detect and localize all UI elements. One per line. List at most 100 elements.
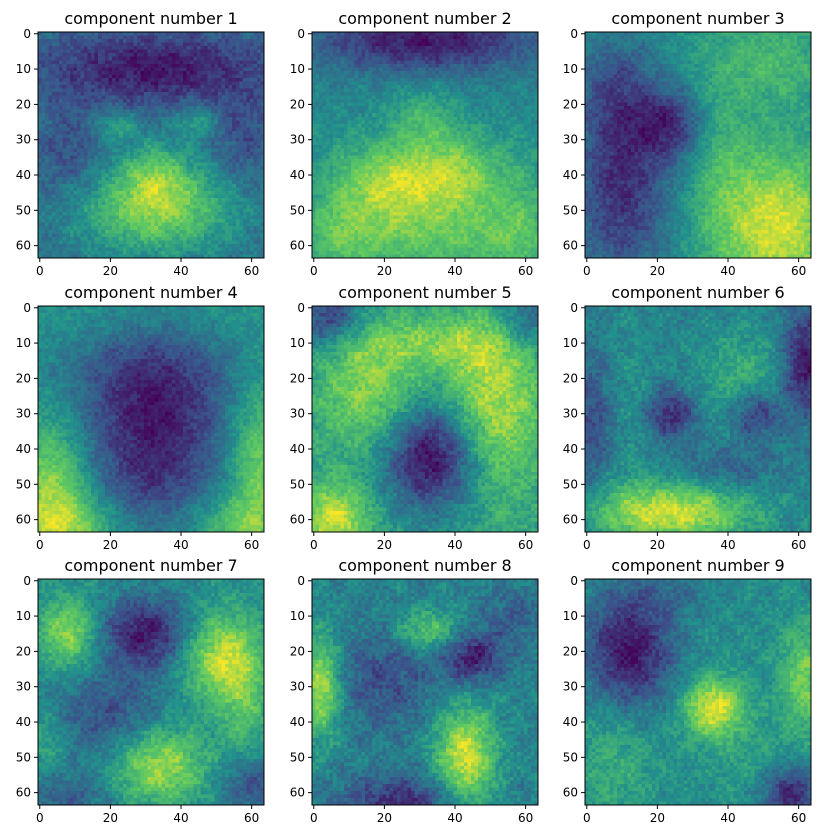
x-tick-label: 0	[36, 264, 44, 278]
x-tick-label: 0	[310, 538, 318, 552]
x-tick-label: 20	[377, 538, 392, 552]
y-tick-label: 30	[563, 407, 578, 421]
y-tick-label: 50	[563, 203, 578, 217]
y-tick-label: 50	[563, 477, 578, 491]
y-tick-label: 50	[290, 477, 305, 491]
x-tick-label: 40	[173, 811, 188, 825]
y-tick-label: 20	[563, 97, 578, 111]
y-tick-label: 40	[16, 715, 31, 729]
y-tick-label: 0	[570, 574, 578, 588]
panel-7: component number 7 0 20 40 60 0 10 20 30 40 50 60	[16, 556, 265, 825]
panel-2: component number 2 0 20 40 60 0 10 20 30 40 50 60	[290, 9, 539, 278]
y-tick-label: 10	[16, 336, 31, 350]
x-tick-label: 40	[720, 811, 735, 825]
y-tick-label: 30	[16, 680, 31, 694]
x-tick-label: 40	[720, 538, 735, 552]
x-tick-label: 20	[103, 811, 118, 825]
y-tick-label: 20	[16, 371, 31, 385]
y-tick-label: 20	[290, 371, 305, 385]
x-tick-label: 20	[650, 811, 665, 825]
panel-title: component number 9	[611, 556, 784, 575]
axes-frame	[584, 31, 812, 259]
y-tick-label: 0	[23, 27, 31, 41]
y-tick-label: 30	[563, 680, 578, 694]
x-tick-label: 60	[791, 264, 806, 278]
heatmap-image	[38, 579, 264, 805]
y-tick-label: 20	[563, 644, 578, 658]
y-tick-label: 40	[16, 168, 31, 182]
y-tick-label: 30	[16, 133, 31, 147]
y-tick-label: 10	[290, 62, 305, 76]
x-tick-label: 0	[583, 538, 591, 552]
y-tick-label: 10	[16, 609, 31, 623]
x-tick-label: 60	[518, 538, 533, 552]
y-tick-label: 30	[290, 680, 305, 694]
y-tick-label: 60	[290, 513, 305, 527]
y-tick-label: 0	[570, 301, 578, 315]
y-tick-label: 0	[23, 574, 31, 588]
x-tick-label: 20	[103, 264, 118, 278]
x-tick-label: 20	[377, 264, 392, 278]
y-tick-label: 40	[563, 168, 578, 182]
panel-title: component number 8	[338, 556, 511, 575]
y-tick-label: 0	[297, 574, 305, 588]
x-tick-label: 40	[173, 538, 188, 552]
axes-frame	[37, 31, 265, 259]
y-tick-label: 20	[290, 644, 305, 658]
x-tick-label: 20	[650, 264, 665, 278]
heatmap-image	[312, 306, 538, 532]
y-tick-label: 30	[563, 133, 578, 147]
y-tick-label: 20	[290, 97, 305, 111]
axes-frame	[311, 305, 539, 533]
panel-title: component number 5	[338, 283, 511, 302]
x-tick-label: 40	[720, 264, 735, 278]
y-tick-label: 60	[16, 513, 31, 527]
y-tick-label: 10	[290, 336, 305, 350]
heatmap-image	[585, 579, 811, 805]
y-tick-label: 30	[16, 407, 31, 421]
panel-5: component number 5 0 20 40 60 0 10 20 30 40 50 60	[290, 283, 539, 552]
panel-title: component number 2	[338, 9, 511, 28]
panel-1: component number 1 0 20 40 60 0 10 20 30 40 50 60	[16, 9, 265, 278]
heatmap-image	[585, 306, 811, 532]
panel-6: component number 6 0 20 40 60 0 10 20 30 40 50 60	[563, 283, 812, 552]
y-tick-label: 60	[290, 786, 305, 800]
axes-frame	[37, 305, 265, 533]
panel-4: component number 4 0 20 40 60 0 10 20 30 40 50 60	[16, 283, 265, 552]
y-tick-label: 20	[16, 644, 31, 658]
y-tick-label: 40	[16, 442, 31, 456]
x-tick-label: 0	[583, 811, 591, 825]
x-tick-label: 40	[447, 811, 462, 825]
y-tick-label: 0	[297, 27, 305, 41]
axes-frame	[37, 578, 265, 806]
heatmap-image	[585, 32, 811, 258]
x-tick-label: 0	[36, 538, 44, 552]
y-tick-label: 60	[16, 239, 31, 253]
x-tick-label: 40	[447, 264, 462, 278]
y-tick-label: 60	[16, 786, 31, 800]
x-tick-label: 60	[791, 811, 806, 825]
y-tick-label: 50	[290, 750, 305, 764]
y-tick-label: 30	[290, 133, 305, 147]
x-tick-label: 20	[650, 538, 665, 552]
y-tick-label: 40	[290, 715, 305, 729]
x-tick-label: 0	[310, 264, 318, 278]
heatmap-image	[38, 32, 264, 258]
axes-frame	[311, 31, 539, 259]
axes-frame	[311, 578, 539, 806]
panel-title: component number 6	[611, 283, 784, 302]
y-tick-label: 60	[563, 513, 578, 527]
y-tick-label: 10	[16, 62, 31, 76]
y-tick-label: 10	[563, 609, 578, 623]
y-tick-label: 40	[290, 168, 305, 182]
x-tick-label: 60	[791, 538, 806, 552]
y-tick-label: 10	[563, 62, 578, 76]
panel-8: component number 8 0 20 40 60 0 10 20 30 40 50 60	[290, 556, 539, 825]
y-tick-label: 0	[23, 301, 31, 315]
heatmap-image	[312, 32, 538, 258]
panel-title: component number 7	[64, 556, 237, 575]
x-tick-label: 60	[518, 811, 533, 825]
y-tick-label: 0	[297, 301, 305, 315]
panel-title: component number 1	[64, 9, 237, 28]
x-tick-label: 60	[244, 538, 259, 552]
